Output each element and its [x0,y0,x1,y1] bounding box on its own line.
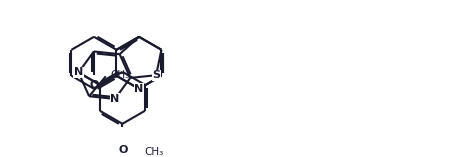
Text: N: N [74,68,83,78]
Text: O: O [118,145,128,155]
Text: CH₃: CH₃ [110,70,129,79]
Text: O: O [89,80,98,90]
Text: CH₃: CH₃ [144,147,163,157]
Text: N: N [110,94,120,104]
Text: N: N [134,84,144,94]
Text: S: S [152,70,160,80]
